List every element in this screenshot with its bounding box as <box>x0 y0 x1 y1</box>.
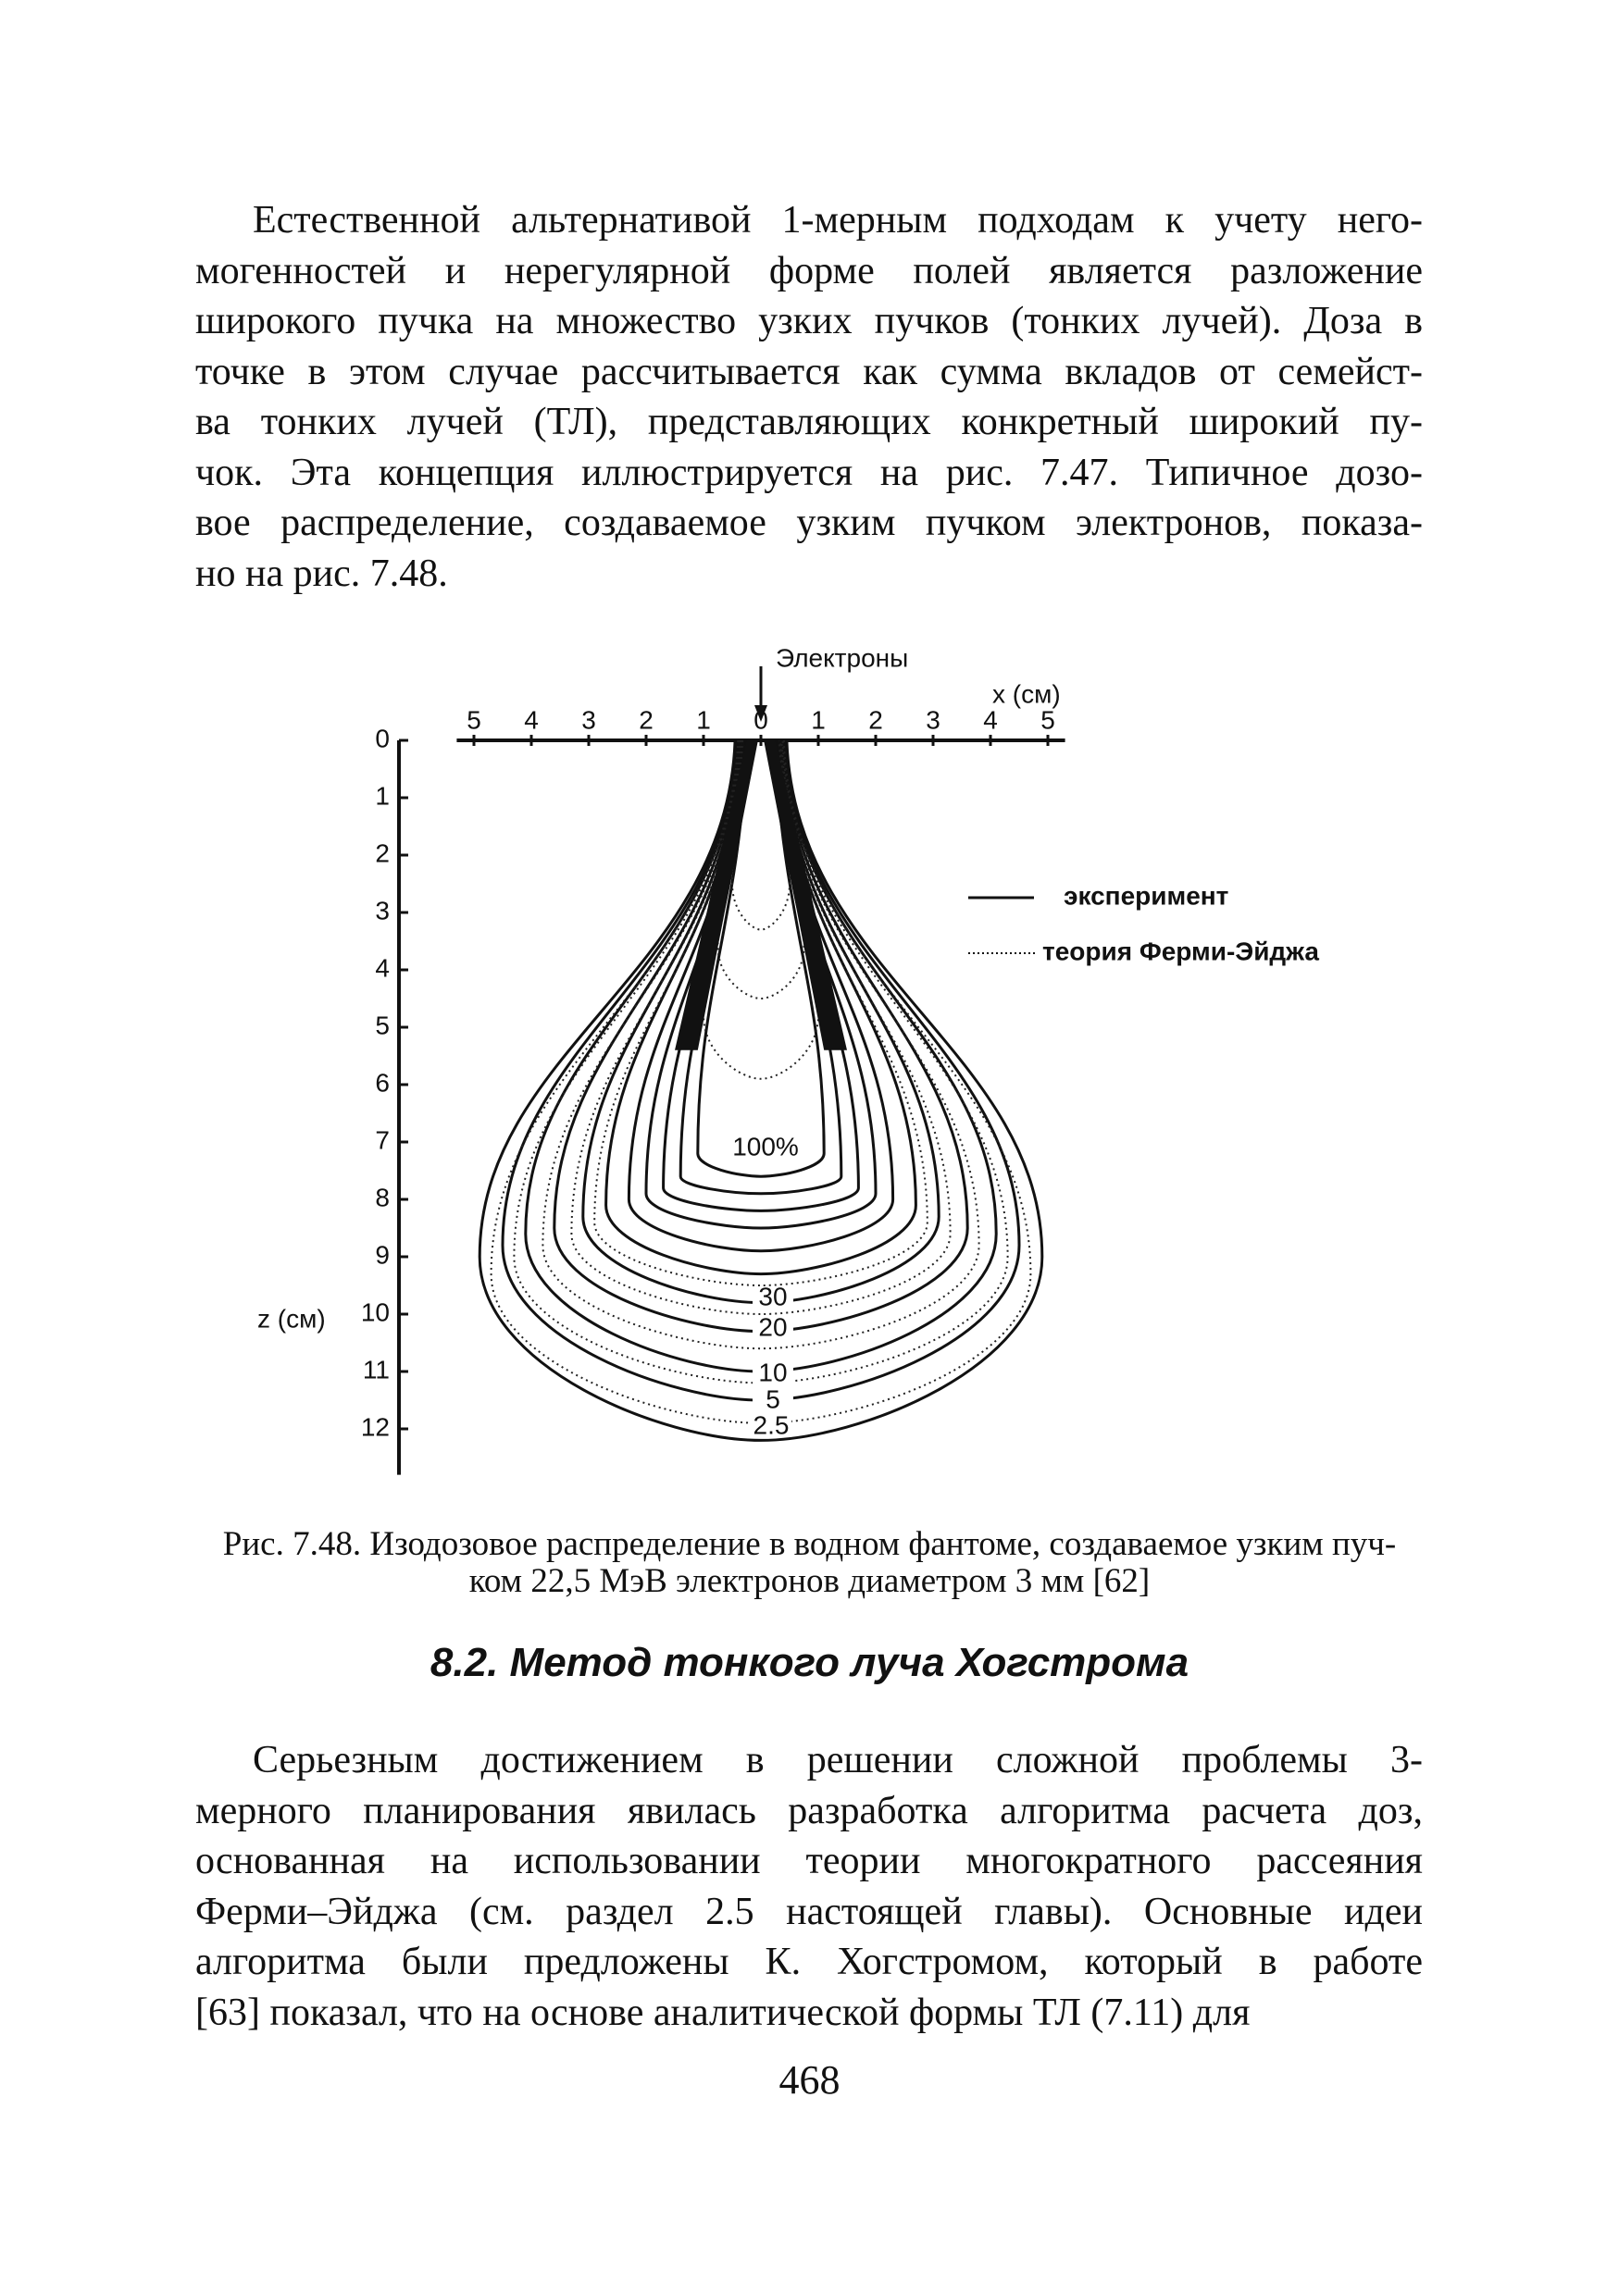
x-axis-label: x (см) <box>992 679 1061 708</box>
legend-label: эксперимент <box>1064 881 1228 910</box>
label-bg <box>753 1391 793 1411</box>
text-line: могенностей и нерегулярной форме полей я… <box>195 249 1423 292</box>
legend-label: теория Ферми-Эйджа <box>1042 937 1319 965</box>
x-tick-label: 3 <box>581 705 596 734</box>
x-tick-label: 4 <box>524 705 539 734</box>
text-line: алгоритма были предложены К. Хогстромом,… <box>195 1941 1423 1983</box>
label-bg <box>751 1417 791 1437</box>
x-tick-label: 2 <box>639 705 654 734</box>
z-tick-label: 9 <box>375 1240 390 1269</box>
z-tick-label: 12 <box>361 1412 390 1441</box>
z-tick-label: 6 <box>375 1068 390 1097</box>
x-tick-label: 4 <box>983 705 998 734</box>
caption-line: ком 22,5 МэВ электронов диаметром 3 мм [… <box>468 1562 1151 1600</box>
x-tick-label: 3 <box>926 705 940 734</box>
text-line: широкого пучка на множество узких пучков… <box>195 300 1423 342</box>
contour-label: 20 <box>758 1312 787 1341</box>
isodose-measured <box>478 739 1044 1442</box>
text-line: [63] показал, что на основе аналитическо… <box>195 1991 1251 2034</box>
z-tick-label: 8 <box>375 1183 390 1211</box>
text-line: Серьезным достижением в решении сложной … <box>253 1739 1423 1781</box>
contour-label: 10 <box>758 1358 787 1386</box>
caption-line: Рис. 7.48. Изодозовое распределение в во… <box>222 1525 1397 1563</box>
text-line: чок. Эта концепция иллюстрируется на рис… <box>195 451 1423 494</box>
isodose-theory <box>513 739 1009 1384</box>
isodose-measured <box>524 739 998 1373</box>
z-tick-label: 0 <box>375 724 390 752</box>
section-heading: 8.2. Метод тонкого луча Хогстрома <box>430 1640 1189 1685</box>
isodose-measured <box>604 739 917 1276</box>
z-tick-label: 1 <box>375 781 390 810</box>
z-tick-label: 11 <box>363 1355 390 1384</box>
text-line: Естественной альтернативой 1-мерным подх… <box>253 199 1423 242</box>
isodose-measured <box>627 739 895 1253</box>
isodose-measured <box>553 739 969 1334</box>
z-tick-label: 4 <box>375 953 390 982</box>
beam-core <box>675 740 758 1050</box>
label-bg <box>753 1319 793 1339</box>
text-line: Ферми–Эйджа (см. раздел 2.5 настоящей гл… <box>195 1890 1423 1933</box>
contour-label: 2.5 <box>753 1410 790 1439</box>
x-tick-label: 1 <box>696 705 711 734</box>
isodose-measured <box>644 739 878 1230</box>
page-number: 468 <box>778 2057 841 2103</box>
z-tick-label: 10 <box>361 1297 390 1326</box>
z-tick-label: 7 <box>375 1125 390 1154</box>
beam-arrow-head <box>754 705 767 722</box>
text-line: ва тонких лучей (ТЛ), представляющих кон… <box>195 401 1423 443</box>
z-tick-label: 2 <box>375 838 390 867</box>
z-axis-label: z (см) <box>257 1304 326 1333</box>
isodose-measured <box>581 739 940 1305</box>
isodose-theory <box>702 739 820 1080</box>
x-tick-label: 2 <box>868 705 883 734</box>
text-line: основанная на использовании теории много… <box>195 1840 1423 1882</box>
x-tick-label: 5 <box>467 705 481 734</box>
contour-label: 30 <box>758 1282 787 1310</box>
z-tick-label: 3 <box>375 896 390 925</box>
label-bg <box>753 1364 793 1384</box>
x-tick-label: 1 <box>811 705 826 734</box>
text-line: вое распределение, создаваемое узким пуч… <box>195 502 1423 544</box>
beam-core <box>764 740 847 1050</box>
label-bg <box>753 1288 793 1309</box>
label-bg <box>745 1138 786 1159</box>
text-line: мерного планирования явилась разработка … <box>195 1789 1423 1832</box>
isodose-theory <box>542 739 980 1350</box>
contour-label: 5 <box>766 1384 780 1413</box>
contour-label: 100% <box>732 1132 799 1160</box>
z-tick-label: 5 <box>375 1011 390 1039</box>
beam-label: Электроны <box>776 643 908 672</box>
x-tick-label: 5 <box>1040 705 1055 734</box>
isodose-measured <box>696 739 826 1178</box>
text-line: точке в этом случае рассчитывается как с… <box>195 350 1423 393</box>
text-line: но на рис. 7.48. <box>195 552 448 595</box>
